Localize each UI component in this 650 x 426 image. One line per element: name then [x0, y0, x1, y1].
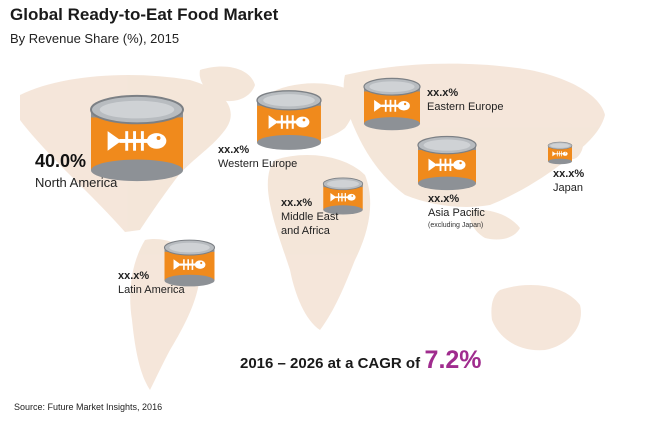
- food-can-icon-western-europe: [256, 90, 322, 150]
- eastern-europe-label-group: xx.x% Eastern Europe: [427, 86, 503, 114]
- food-can-icon-eastern-europe: [363, 77, 421, 131]
- western-europe-value: xx.x%: [218, 144, 250, 156]
- western-europe-label: Western Europe: [218, 158, 298, 170]
- middle-east-africa-label-line1: Middle East: [281, 211, 339, 223]
- asia-pacific-label-group: xx.x% Asia Pacific: [428, 192, 485, 220]
- food-can-icon-asia-pacific: [417, 135, 477, 191]
- chart-subtitle: By Revenue Share (%), 2015: [10, 31, 180, 46]
- source-note: Source: Future Market Insights, 2016: [14, 402, 163, 412]
- chart-title: Global Ready-to-Eat Food Market: [10, 5, 279, 24]
- middle-east-africa-label-line2: and Africa: [281, 225, 330, 237]
- latin-america-label-group: xx.x% Latin America: [118, 269, 185, 297]
- middle-east-africa-label-group: xx.x% Middle East and Africa: [281, 196, 338, 238]
- cagr-value: 7.2%: [424, 346, 482, 374]
- asia-pacific-label: Asia Pacific: [428, 207, 485, 219]
- japan-label-group: xx.x% Japan: [553, 167, 584, 195]
- north-america-value: 40.0%: [35, 151, 87, 171]
- japan-value: xx.x%: [553, 168, 585, 180]
- western-europe-label-group: xx.x% Western Europe: [218, 143, 297, 171]
- cagr-callout: 2016 – 2026 at a CAGR of 7.2%: [240, 346, 482, 375]
- food-can-icon-north-america: [90, 94, 184, 182]
- eastern-europe-label: Eastern Europe: [427, 101, 504, 113]
- middle-east-africa-value: xx.x%: [281, 197, 313, 209]
- food-can-icon-japan: [547, 141, 573, 165]
- cagr-text: 2016 – 2026 at a CAGR of: [240, 355, 421, 372]
- food-can-icon-latin-america: [163, 239, 216, 287]
- eastern-europe-value: xx.x%: [427, 87, 459, 99]
- latin-america-value: xx.x%: [118, 270, 150, 282]
- asia-pacific-note: (excluding Japan): [428, 222, 484, 229]
- asia-pacific-value: xx.x%: [428, 193, 460, 205]
- food-can-icon-middle-east-africa: [322, 177, 364, 215]
- latin-america-label: Latin America: [118, 284, 185, 296]
- japan-label: Japan: [553, 182, 583, 194]
- north-america-label: North America: [35, 175, 118, 190]
